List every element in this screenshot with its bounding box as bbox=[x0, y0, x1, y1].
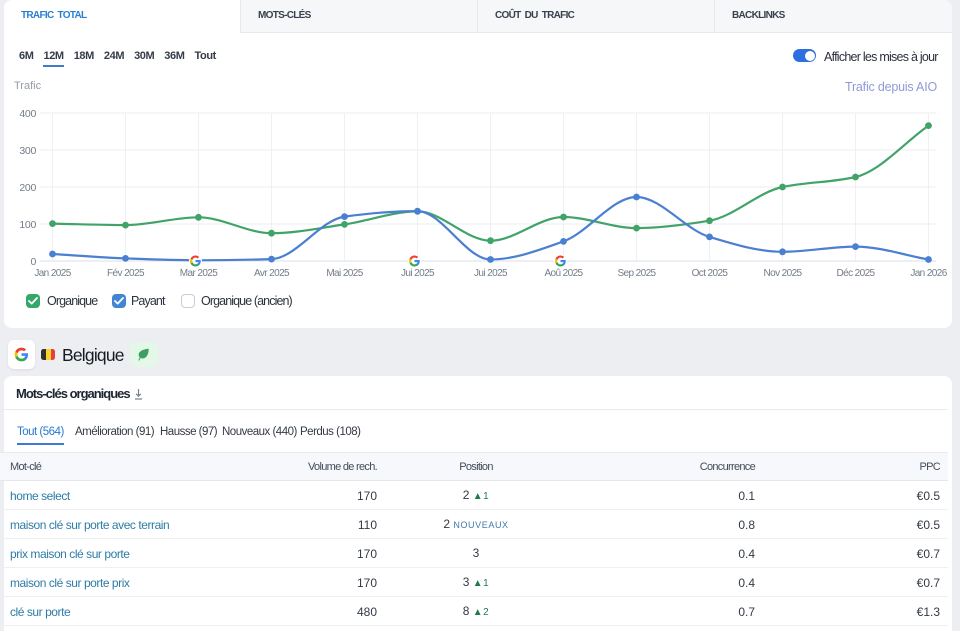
svg-text:Fév 2025: Fév 2025 bbox=[107, 268, 145, 279]
svg-text:Sep 2025: Sep 2025 bbox=[617, 268, 656, 279]
svg-text:Déc 2025: Déc 2025 bbox=[836, 268, 875, 279]
svg-text:Jan 2026: Jan 2026 bbox=[910, 268, 947, 279]
svg-text:100: 100 bbox=[19, 219, 36, 231]
svg-text:Jui 2025: Jui 2025 bbox=[474, 268, 508, 279]
svg-text:400: 400 bbox=[19, 108, 36, 120]
svg-text:0: 0 bbox=[30, 256, 36, 268]
svg-text:Aoû 2025: Aoû 2025 bbox=[544, 268, 583, 279]
svg-text:300: 300 bbox=[19, 145, 36, 157]
svg-text:200: 200 bbox=[19, 182, 36, 194]
svg-text:Nov 2025: Nov 2025 bbox=[763, 268, 802, 279]
svg-text:Jui 2025: Jui 2025 bbox=[401, 268, 435, 279]
svg-text:Mar 2025: Mar 2025 bbox=[180, 268, 218, 279]
svg-text:Jan 2025: Jan 2025 bbox=[34, 268, 71, 279]
svg-text:Oct 2025: Oct 2025 bbox=[692, 268, 729, 279]
svg-text:Avr 2025: Avr 2025 bbox=[254, 268, 290, 279]
svg-text:Mai 2025: Mai 2025 bbox=[326, 268, 363, 279]
